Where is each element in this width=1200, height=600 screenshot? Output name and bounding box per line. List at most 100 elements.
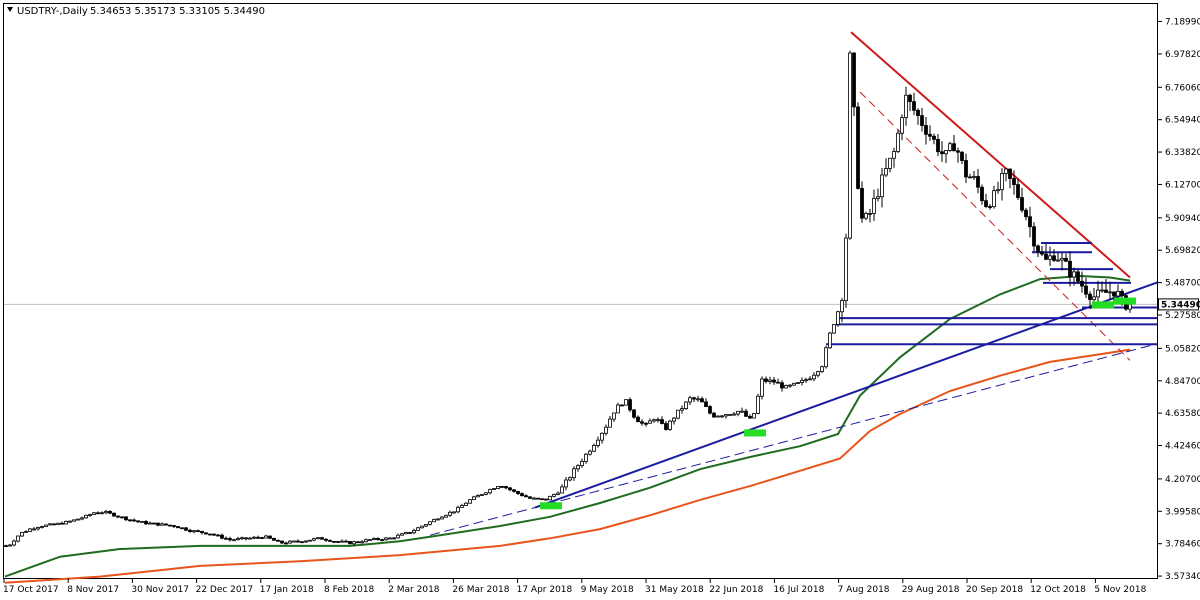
candle-body <box>284 542 288 545</box>
candle-body <box>928 133 932 137</box>
candle-body <box>920 115 924 126</box>
candle-body <box>848 52 852 239</box>
candle-body <box>180 527 184 530</box>
candle-body <box>696 398 700 401</box>
x-axis: 17 Oct 2017 8 Nov 2017 30 Nov 2017 22 Dec 2… <box>3 578 1147 595</box>
candle-body <box>324 538 328 541</box>
candle-body <box>960 151 964 161</box>
candle-body <box>56 522 60 525</box>
candle-body <box>916 109 920 116</box>
candle-body <box>932 135 936 140</box>
candle-body <box>352 541 356 545</box>
candle-body <box>820 366 824 372</box>
candle-body <box>784 385 788 389</box>
candle-body <box>376 538 380 540</box>
candle-body <box>272 537 276 541</box>
candle-body <box>880 174 884 198</box>
candle-body <box>200 530 204 534</box>
x-tick-label: 17 Oct 2017 <box>3 585 59 595</box>
candle-body <box>120 516 124 519</box>
candle-body <box>276 539 280 542</box>
candle-body <box>192 530 196 533</box>
x-tick-label: 16 Jul 2018 <box>773 585 824 595</box>
candle-body <box>596 439 600 446</box>
current-price-tag: 5.34490 <box>1158 298 1200 311</box>
candle-body <box>620 404 624 407</box>
candle-body <box>296 540 300 543</box>
highlights <box>540 297 1136 510</box>
candle-body <box>400 533 404 536</box>
candle-body <box>64 520 68 525</box>
candle-body <box>148 522 152 525</box>
candle-body <box>764 378 768 382</box>
candle-body <box>4 545 8 548</box>
candle-body <box>320 537 324 540</box>
candle-body <box>600 432 604 441</box>
candle-body <box>1128 303 1132 310</box>
x-tick-label: 17 Apr 2018 <box>517 585 573 595</box>
candle-body <box>468 499 472 504</box>
candle-body <box>644 422 648 425</box>
candle-body <box>448 511 452 516</box>
y-tick-label: 6.33820 <box>1165 148 1200 158</box>
candle-body <box>304 540 308 543</box>
dropdown-triangle-icon[interactable] <box>7 7 13 12</box>
candle-body <box>396 534 400 539</box>
ma-orange-line <box>4 348 1131 584</box>
candle-body <box>184 527 188 531</box>
x-tick-label: 12 Oct 2018 <box>1030 585 1086 595</box>
candle-body <box>736 410 740 415</box>
candle-body <box>96 512 100 515</box>
candle-body <box>128 519 132 522</box>
candle-body <box>1120 290 1124 297</box>
candle-body <box>692 397 696 400</box>
red-resistance-trendline <box>850 31 1131 279</box>
candle-body <box>996 189 1000 192</box>
candle-body <box>152 522 156 525</box>
candle-body <box>144 520 148 525</box>
candle-body <box>832 324 836 334</box>
candle-body <box>1092 296 1096 300</box>
candle-body <box>36 527 40 530</box>
candle-body <box>968 176 972 179</box>
candle-body <box>1052 255 1056 261</box>
candle-body <box>160 523 164 526</box>
candle-body <box>684 401 688 409</box>
candle-body <box>1080 280 1084 287</box>
candle-body <box>744 410 748 417</box>
candle-body <box>536 497 540 500</box>
candle-body <box>580 461 584 467</box>
candle-body <box>840 300 844 313</box>
candle-body <box>656 419 660 421</box>
candle-body <box>48 523 52 526</box>
candle-body <box>436 518 440 521</box>
candle-body <box>1012 178 1016 185</box>
candle-body <box>956 150 960 153</box>
candle-body <box>668 420 672 430</box>
candle-body <box>464 502 468 506</box>
candle-body <box>244 537 248 540</box>
candle-body <box>1084 285 1088 295</box>
candle-body <box>340 540 344 543</box>
candle-body <box>420 525 424 529</box>
candle-body <box>228 538 232 541</box>
x-tick-label: 30 Nov 2017 <box>131 585 189 595</box>
candle-body <box>564 479 568 488</box>
candle-body <box>604 426 608 434</box>
candle-body <box>460 505 464 508</box>
candle-body <box>828 332 832 349</box>
candle-body <box>492 488 496 491</box>
candle-body <box>440 516 444 520</box>
candle-body <box>992 190 996 208</box>
candle-body <box>28 528 32 532</box>
candle-body <box>672 417 676 422</box>
candle-body <box>1000 173 1004 191</box>
candle-body <box>248 537 252 540</box>
candle-body <box>176 526 180 529</box>
candle-body <box>988 206 992 208</box>
candle-body <box>936 138 940 153</box>
x-tick-label: 31 May 2018 <box>645 585 704 595</box>
candle-body <box>1032 226 1036 247</box>
chart-header: USDTRY-,Daily 5.34653 5.35173 5.33105 5.… <box>7 6 265 17</box>
